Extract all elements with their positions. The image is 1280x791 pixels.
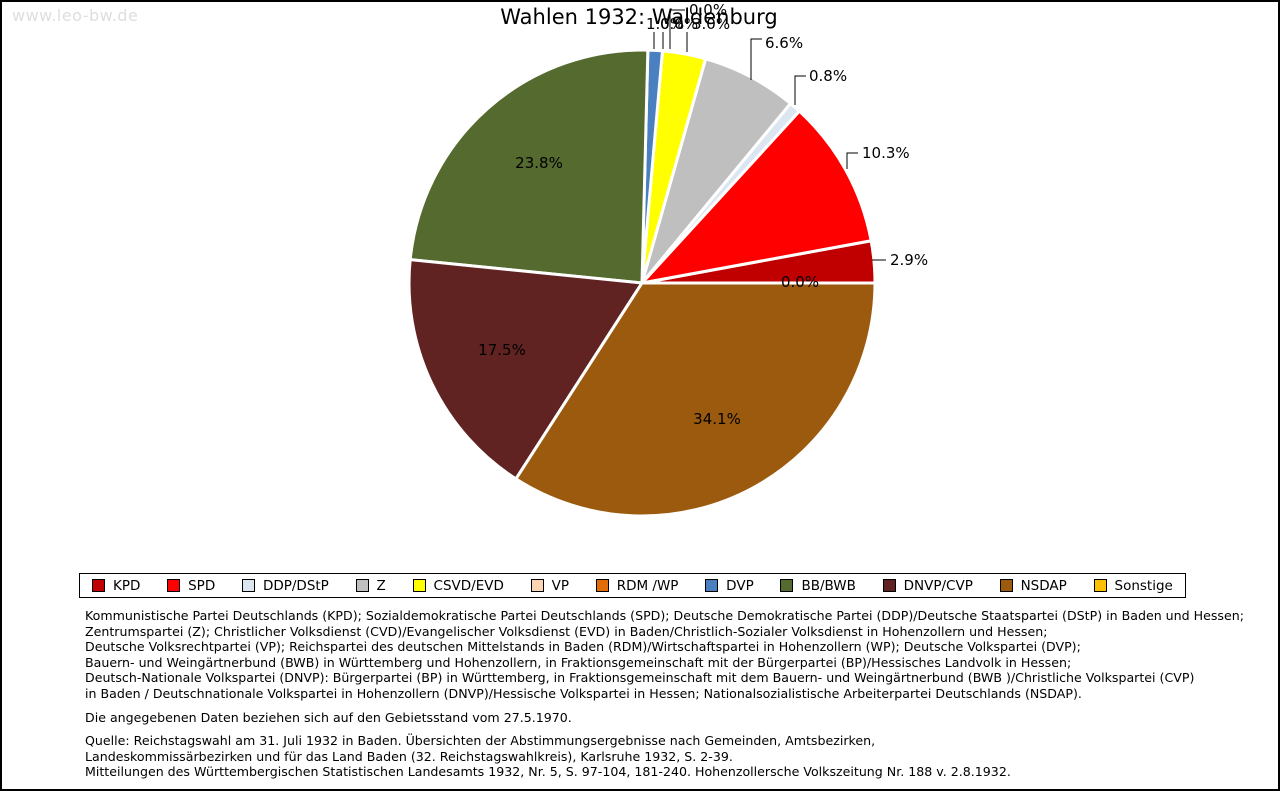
legend-item-spd: SPD: [167, 578, 215, 594]
slice-label-z: 6.6%: [765, 34, 803, 52]
pie-slice-spd: [640, 109, 873, 285]
legend-swatch-z: [355, 579, 369, 592]
party-abbreviation-notes: Kommunistische Partei Deutschlands (KPD)…: [85, 608, 1244, 702]
slice-label-dvp: 1.0%: [646, 15, 684, 33]
legend-label-vp: VP: [551, 577, 569, 594]
legend-swatch-bb-bwb: [780, 579, 794, 592]
slice-label-ddp-dstp: 0.8%: [809, 67, 847, 85]
legend-swatch-dvp: [705, 579, 719, 592]
legend-item-sonstige: Sonstige: [1093, 577, 1173, 594]
party-note-line-2: Zentrumspartei (Z); Christlicher Volksdi…: [85, 623, 1048, 639]
footnotes: Kommunistische Partei Deutschlands (KPD)…: [85, 608, 1244, 780]
legend-item-vp: VP: [530, 577, 569, 594]
legend-swatch-dnvp-cvp: [882, 579, 896, 592]
pie-slice-nsdap: [514, 281, 877, 518]
legend-label-bb-bwb: BB/BWB: [801, 577, 856, 594]
label-leader-ddp-dstp: [794, 75, 806, 105]
slice-label-spd: 10.3%: [862, 144, 910, 162]
quelle-line-1: Quelle: Reichstagswahl am 31. Juli 1932 …: [85, 733, 876, 749]
legend-item-z: Z: [355, 577, 386, 594]
legend-item-rdm-wp: RDM /WP: [595, 577, 679, 594]
legend-swatch-sonstige: [1093, 579, 1107, 592]
legend-label-ddp-dstp: DDP/DStP: [262, 577, 329, 594]
legend-swatch-csvd-evd: [412, 579, 426, 592]
quelle-line-2: Landeskommissärbezirken und für das Land…: [85, 748, 733, 764]
legend-swatch-kpd: [92, 579, 105, 592]
watermark: www.leo-bw.de: [12, 6, 139, 25]
legend: KPD SPD DDP/DStP Z CSVD/EVD VP RDM /WP DVP BB/BW…: [79, 573, 1186, 598]
legend-item-nsdap: NSDAP: [999, 577, 1067, 594]
party-note-line-1: Kommunistische Partei Deutschlands (KPD)…: [85, 608, 1244, 623]
legend-swatch-ddp-dstp: [241, 579, 255, 592]
pie-chart: 2.9%10.3%0.8%6.6%3.0%0.0%0.0%1.0%23.8%17…: [407, 2, 928, 518]
label-leader-z: [750, 38, 762, 80]
label-leader-spd: [846, 152, 858, 169]
party-note-line-3: Deutsche Volksrechtpartei (VP); Reichspa…: [85, 639, 1081, 655]
legend-swatch-spd: [167, 579, 181, 592]
legend-item-dvp: DVP: [705, 578, 754, 594]
quelle-line-3: Mitteilungen des Württembergischen Stati…: [85, 764, 1011, 780]
legend-swatch-nsdap: [999, 579, 1013, 592]
legend-swatch-vp: [530, 579, 544, 592]
legend-label-spd: SPD: [188, 577, 216, 594]
slice-label-dnvp-cvp: 17.5%: [478, 341, 526, 359]
pie-slice-bb-bwb: [408, 48, 650, 285]
legend-label-dnvp-cvp: DNVP/CVP: [903, 577, 973, 594]
source-note: Quelle: Reichstagswahl am 31. Juli 1932 …: [85, 733, 1215, 780]
legend-label-z: Z: [376, 577, 386, 594]
party-note-line-6: in Baden / Deutschnationale Volkspartei …: [85, 685, 1082, 701]
legend-label-sonstige: Sonstige: [1114, 577, 1173, 594]
legend-item-bb-bwb: BB/BWB: [780, 577, 856, 594]
slice-label-nsdap: 34.1%: [693, 410, 741, 428]
party-note-line-4: Bauern- und Weingärtnerbund (BWB) in Wür…: [85, 654, 1072, 670]
legend-swatch-rdm-wp: [595, 579, 609, 592]
legend-label-dvp: DVP: [726, 577, 754, 594]
legend-label-nsdap: NSDAP: [1020, 577, 1067, 594]
pie-slice-dnvp-cvp: [407, 258, 644, 481]
legend-label-csvd-evd: CSVD/EVD: [433, 577, 504, 594]
legend-label-rdm-wp: RDM /WP: [616, 577, 679, 594]
slice-label-kpd: 2.9%: [890, 251, 928, 269]
slice-label-rdm-wp: 0.0%: [689, 2, 727, 19]
legend-item-ddp-dstp: DDP/DStP: [241, 577, 329, 594]
legend-item-dnvp-cvp: DNVP/CVP: [882, 577, 973, 594]
party-note-line-5: Deutsch-Nationale Volkspartei (DNVP): Bü…: [85, 670, 1195, 686]
gebietsstand-note: Die angegebenen Daten beziehen sich auf …: [85, 709, 572, 725]
legend-label-kpd: KPD: [113, 577, 141, 594]
slice-label-sonstige: 0.0%: [781, 273, 819, 291]
label-leader-rdm-wp: [669, 9, 685, 49]
slice-label-bb-bwb: 23.8%: [515, 154, 563, 172]
legend-item-csvd-evd: CSVD/EVD: [412, 577, 504, 594]
legend-item-kpd: KPD: [92, 578, 140, 594]
slice-label-csvd-evd: 3.0%: [692, 15, 730, 33]
